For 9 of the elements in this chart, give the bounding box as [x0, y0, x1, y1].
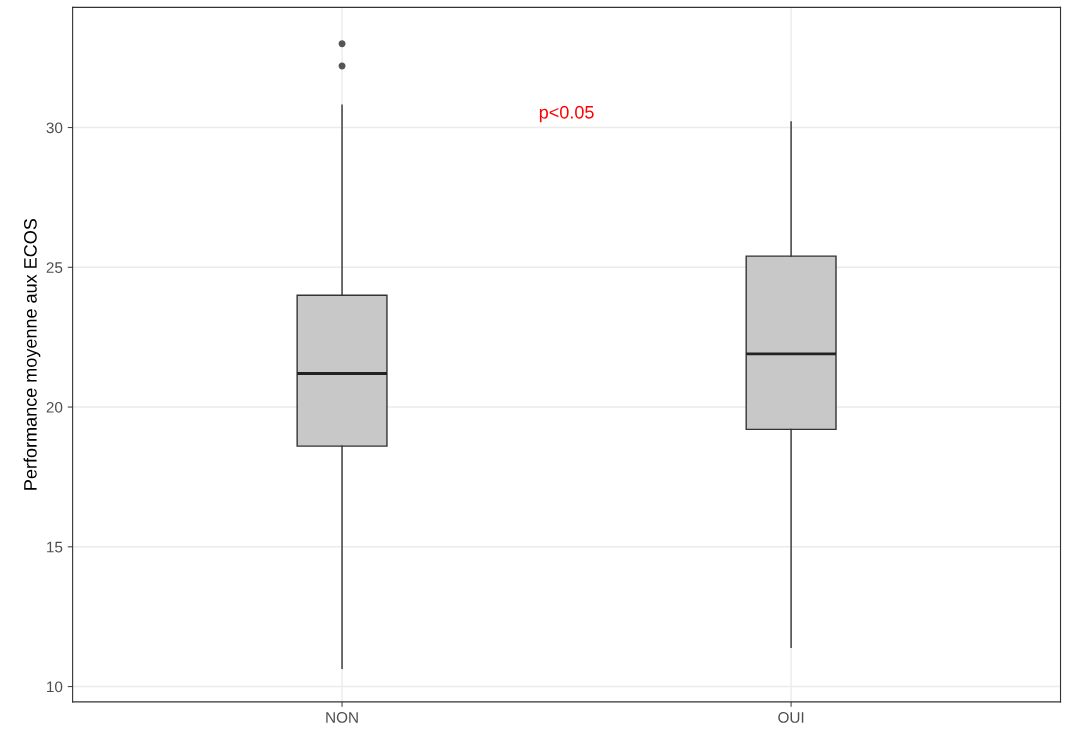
x-tick-label: OUI — [778, 712, 804, 723]
y-tick-label: 20 — [46, 401, 63, 413]
y-tick-label: 10 — [47, 681, 63, 693]
y-tick-label: 15 — [47, 541, 63, 553]
y-tick-label: 30 — [46, 122, 63, 134]
y-axis-title: Performance moyenne aux ECOS — [23, 218, 41, 490]
annotation: p<0.05 — [539, 105, 594, 123]
y-tick-label: 25 — [46, 262, 63, 273]
x-tick-label: NON — [326, 712, 358, 723]
